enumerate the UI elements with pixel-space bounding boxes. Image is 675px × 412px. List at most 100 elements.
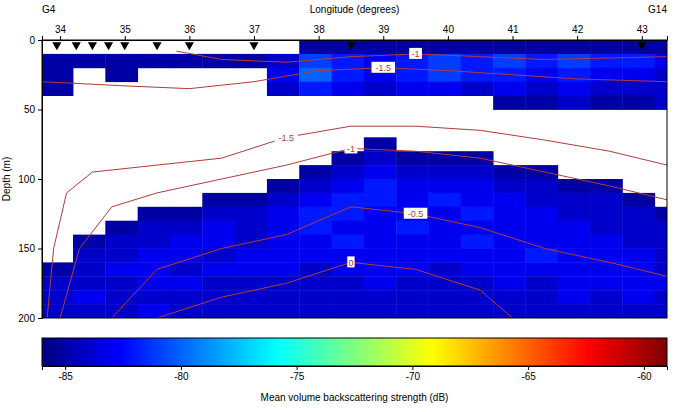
cell <box>590 276 623 290</box>
cell <box>493 193 526 207</box>
colorbar <box>42 338 667 366</box>
contour-label-bg <box>404 208 428 219</box>
cell <box>558 235 591 249</box>
tick: -60 <box>637 366 652 382</box>
cell <box>590 235 623 249</box>
cell <box>42 290 73 304</box>
contour-label: -1 <box>347 144 355 154</box>
cell <box>42 262 73 276</box>
cell <box>461 207 494 221</box>
cell <box>105 262 138 276</box>
plot-frame <box>42 40 667 318</box>
cell <box>202 290 235 304</box>
cell <box>396 235 429 249</box>
chart: -1-1.5-1.5-1-0.50G4G14343536373839404142… <box>0 0 675 412</box>
cell <box>590 96 623 110</box>
cell <box>655 221 667 235</box>
cell <box>622 193 655 207</box>
tick-label: -65 <box>521 371 536 382</box>
cell <box>170 262 203 276</box>
cell <box>364 276 397 290</box>
station-marker <box>185 42 194 50</box>
cell <box>105 235 138 249</box>
cell <box>105 221 138 235</box>
cell <box>655 40 667 54</box>
cell <box>73 276 106 290</box>
cell <box>138 276 171 290</box>
x-axis-title: Longitude (degrees) <box>310 4 400 15</box>
cell <box>622 82 655 96</box>
cell <box>429 262 462 276</box>
cell <box>73 54 106 68</box>
cell <box>364 249 397 263</box>
cell <box>364 165 397 179</box>
colorbar-title: Mean volume backscattering strength (dB) <box>261 392 449 403</box>
cell <box>461 235 494 249</box>
cell <box>299 276 332 290</box>
contour-label-bg <box>345 142 358 153</box>
cell <box>202 207 235 221</box>
cell <box>170 249 203 263</box>
tick: 0 <box>29 35 42 46</box>
cell <box>525 193 558 207</box>
station-marker <box>72 42 81 50</box>
contour-label: -1 <box>412 49 420 59</box>
cell <box>655 82 667 96</box>
cell <box>332 290 365 304</box>
contour <box>112 207 667 318</box>
cell <box>558 193 591 207</box>
tick-mark <box>38 110 42 111</box>
cell <box>202 262 235 276</box>
cell <box>525 290 558 304</box>
cell <box>299 165 332 179</box>
cell <box>396 221 429 235</box>
cell <box>558 96 591 110</box>
cell <box>396 249 429 263</box>
cell <box>525 235 558 249</box>
cell <box>493 96 526 110</box>
cell <box>461 262 494 276</box>
cell <box>299 262 332 276</box>
contour-label-bg <box>409 48 422 59</box>
tick-label: 43 <box>637 24 649 35</box>
cell <box>202 276 235 290</box>
cell <box>622 221 655 235</box>
cell <box>493 207 526 221</box>
cell <box>429 179 462 193</box>
tick-label: 35 <box>120 24 132 35</box>
cell <box>42 304 73 318</box>
plot-area <box>42 40 667 318</box>
cell <box>170 221 203 235</box>
cell <box>267 249 300 263</box>
cell <box>105 68 138 82</box>
station-marker <box>120 42 129 50</box>
cell <box>525 96 558 110</box>
contour-labels: -1-1.5-1.5-1-0.50 <box>275 48 428 268</box>
cell <box>42 82 73 96</box>
cell <box>622 235 655 249</box>
cell <box>73 304 106 318</box>
contour-label: 0 <box>348 258 353 268</box>
cell <box>655 290 667 304</box>
contour-label-bg <box>371 62 395 73</box>
tick-mark <box>181 366 182 370</box>
contour <box>42 68 667 89</box>
cell <box>396 276 429 290</box>
x-axis: 34353637383940414243 <box>43 24 668 41</box>
tick-mark <box>189 36 190 40</box>
cell <box>590 40 623 54</box>
tick-mark <box>38 40 42 41</box>
cell <box>558 68 591 82</box>
tick: 37 <box>249 24 261 40</box>
cell <box>525 40 558 54</box>
cell <box>332 235 365 249</box>
cell <box>299 207 332 221</box>
cell <box>73 262 106 276</box>
tick-label: 41 <box>507 24 519 35</box>
cell <box>202 54 235 68</box>
cell <box>235 249 268 263</box>
cell <box>558 82 591 96</box>
cell <box>461 221 494 235</box>
cell <box>396 82 429 96</box>
cell <box>267 290 300 304</box>
